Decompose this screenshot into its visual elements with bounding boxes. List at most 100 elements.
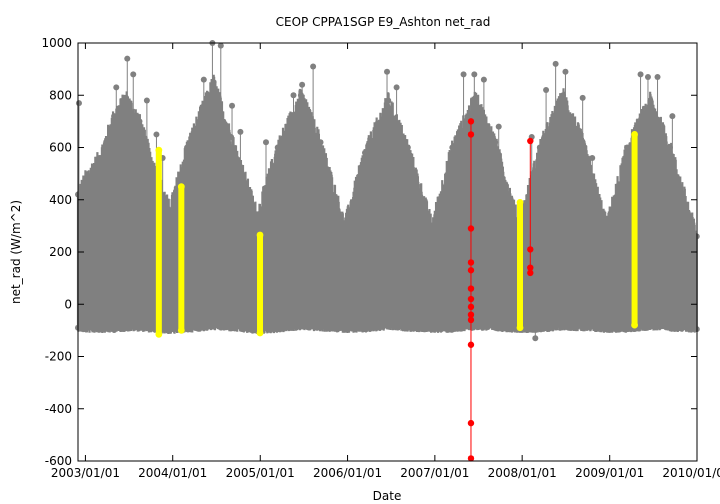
data-point xyxy=(184,326,191,333)
bad-point xyxy=(467,131,475,138)
data-point xyxy=(228,324,235,331)
data-point xyxy=(297,92,304,99)
data-point xyxy=(317,324,324,331)
x-tick-label: 2009/01/01 xyxy=(575,466,644,480)
data-point xyxy=(341,326,348,333)
peak-point xyxy=(579,94,586,101)
data-point xyxy=(472,94,479,101)
data-point xyxy=(404,324,411,331)
data-point xyxy=(362,149,369,156)
bad-point xyxy=(467,285,475,292)
peak-point xyxy=(589,154,596,161)
peak-point xyxy=(290,92,297,99)
bad-point xyxy=(467,316,475,324)
peak-point xyxy=(562,68,569,75)
y-axis-title: net_rad (W/m^2) xyxy=(9,200,23,304)
chart-title: CEOP CPPA1SGP E9_Ashton net_rad xyxy=(276,15,491,29)
data-point xyxy=(536,326,543,333)
y-tick-label: 600 xyxy=(49,141,72,155)
y-tick-label: -600 xyxy=(45,454,72,468)
questionable-point xyxy=(155,146,163,154)
data-point xyxy=(166,327,173,334)
data-point xyxy=(111,326,118,333)
peak-point xyxy=(654,73,661,80)
data-point xyxy=(228,134,235,141)
data-point xyxy=(647,323,654,330)
bad-point xyxy=(467,225,475,232)
data-point xyxy=(492,139,499,146)
data-point xyxy=(82,175,89,182)
y-tick-label: 200 xyxy=(49,245,72,259)
questionable-point xyxy=(155,330,163,338)
bad-point xyxy=(467,303,475,311)
peak-point xyxy=(532,335,539,342)
peak-point xyxy=(552,60,559,67)
data-point xyxy=(536,144,543,151)
data-point xyxy=(254,212,261,219)
plot-area xyxy=(75,40,700,462)
series-bad xyxy=(467,118,534,462)
peak-point xyxy=(299,81,306,88)
data-point xyxy=(96,154,103,161)
data-point xyxy=(136,324,143,331)
questionable-point xyxy=(631,321,638,329)
x-tick-label: 2003/01/01 xyxy=(51,466,120,480)
data-point xyxy=(666,144,673,151)
data-point xyxy=(449,326,456,333)
data-point xyxy=(82,326,89,333)
data-point xyxy=(317,139,324,146)
peak-point xyxy=(217,42,224,49)
bad-point xyxy=(467,341,475,348)
data-point xyxy=(274,326,281,333)
peak-point xyxy=(495,123,502,130)
bad-point xyxy=(467,259,475,266)
x-axis-title: Date xyxy=(373,489,402,503)
data-point xyxy=(151,326,158,333)
bad-point xyxy=(527,137,534,145)
data-point xyxy=(492,324,499,331)
questionable-point xyxy=(516,324,524,332)
questionable-point xyxy=(631,131,638,138)
bad-point xyxy=(467,118,475,125)
data-point xyxy=(362,326,369,333)
data-point xyxy=(111,113,118,120)
questionable-point xyxy=(256,231,264,239)
peak-point xyxy=(310,63,317,70)
y-tick-label: 400 xyxy=(49,193,72,207)
data-point xyxy=(123,94,130,101)
y-tick-label: 1000 xyxy=(41,36,72,50)
questionable-point xyxy=(177,183,185,191)
peak-point xyxy=(669,113,676,120)
peak-point xyxy=(644,73,651,80)
peak-point xyxy=(384,68,391,75)
data-point xyxy=(647,97,654,104)
bad-point xyxy=(467,419,475,427)
peak-point xyxy=(130,71,137,78)
peak-point xyxy=(200,76,207,83)
data-point xyxy=(274,144,281,151)
y-tick-label: 800 xyxy=(49,88,72,102)
data-point xyxy=(603,326,610,333)
peak-point xyxy=(113,84,120,91)
peak-point xyxy=(480,76,487,83)
x-tick-label: 2008/01/01 xyxy=(488,466,557,480)
data-point xyxy=(404,144,411,151)
data-point xyxy=(603,222,610,229)
x-tick-label: 2006/01/01 xyxy=(313,466,382,480)
bad-point xyxy=(527,264,534,271)
data-point xyxy=(184,144,191,151)
data-point xyxy=(472,323,479,330)
data-point xyxy=(297,323,304,330)
peak-point xyxy=(262,139,269,146)
series-questionable xyxy=(155,131,638,338)
data-point xyxy=(96,326,103,333)
peak-point xyxy=(124,55,131,62)
data-point xyxy=(123,324,130,331)
data-point xyxy=(210,323,217,330)
questionable-point xyxy=(516,198,524,206)
peak-point xyxy=(393,84,400,91)
questionable-point xyxy=(256,329,264,337)
data-point xyxy=(210,79,217,86)
x-tick-label: 2004/01/01 xyxy=(138,466,207,480)
